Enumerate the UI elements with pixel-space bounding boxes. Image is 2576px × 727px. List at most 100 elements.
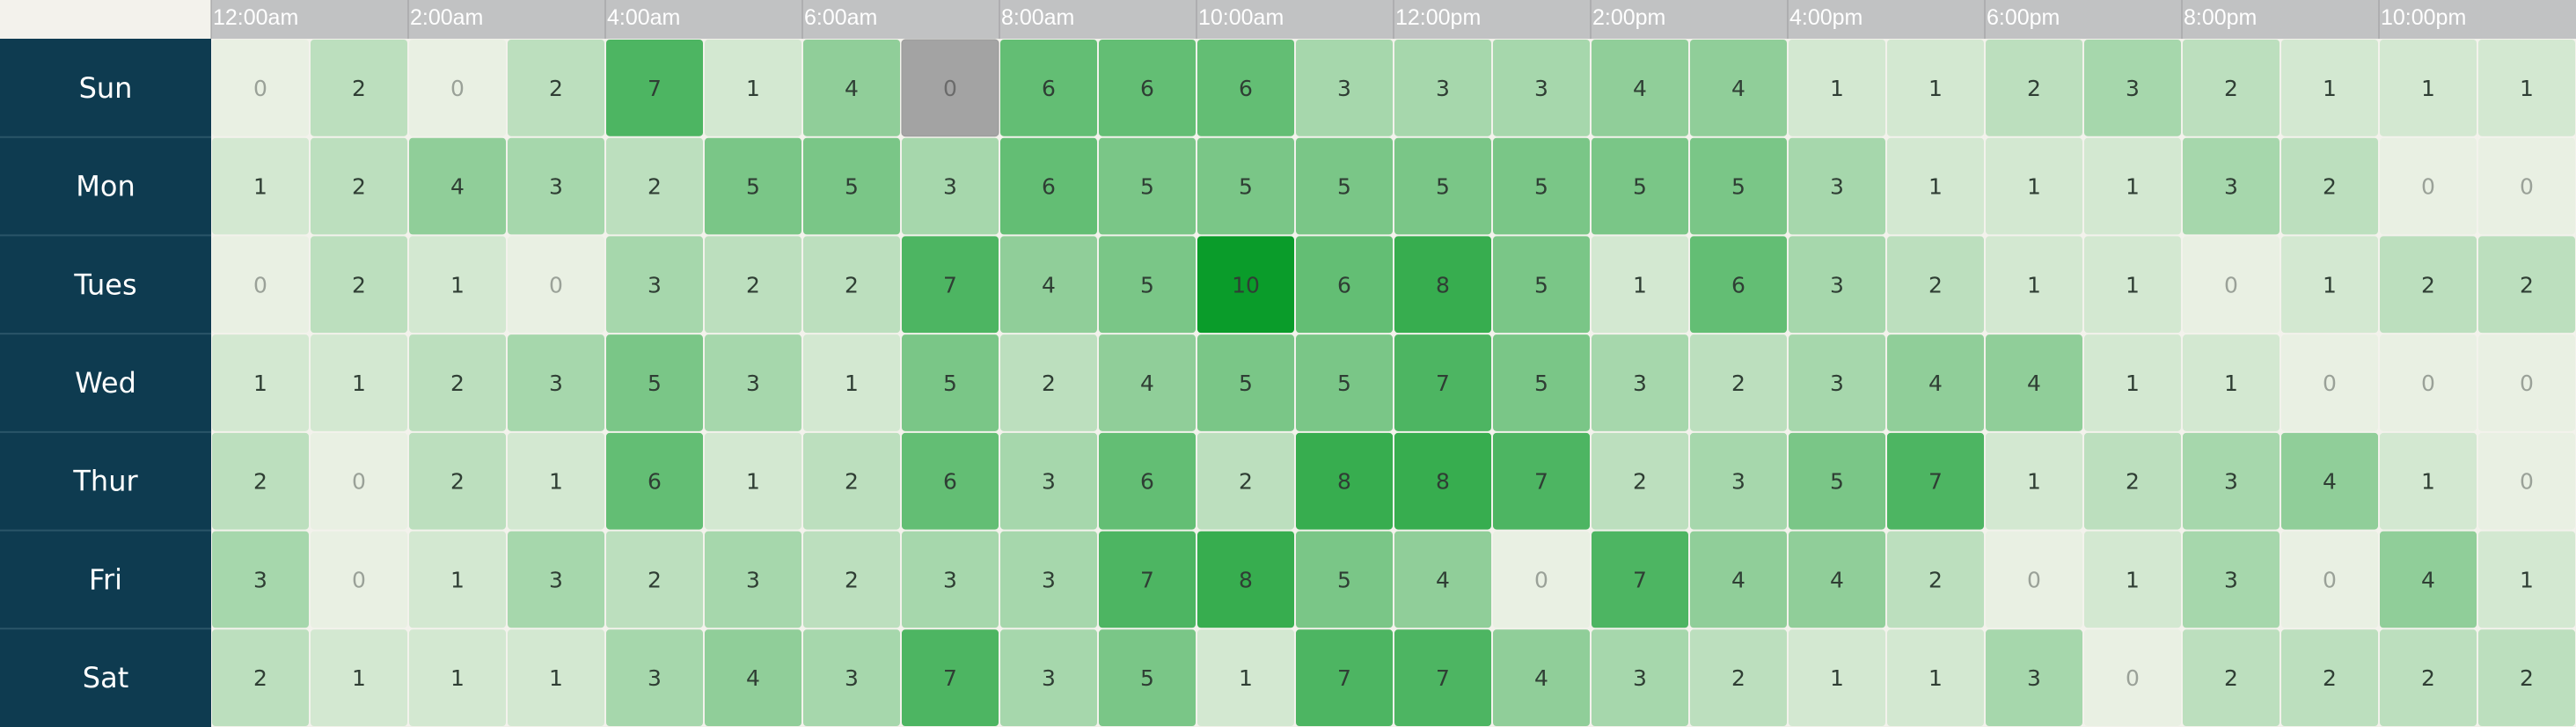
heatmap-cell <box>902 334 999 431</box>
heatmap-cell-value: 1 <box>2027 174 2041 200</box>
heatmap-cell <box>1592 334 1688 431</box>
heatmap-cell <box>1394 236 1491 334</box>
heatmap-cell-value: 1 <box>352 371 366 396</box>
heatmap-cell <box>1986 137 2082 235</box>
heatmap-cell-value: 3 <box>2224 469 2238 495</box>
heatmap-cell-value: 2 <box>746 272 760 297</box>
heatmap-cell-value: 5 <box>1830 469 1844 495</box>
heatmap-cell <box>2478 137 2575 235</box>
heatmap-cell <box>1493 334 1590 431</box>
heatmap-cell <box>1592 40 1688 136</box>
heatmap-cell-value: 0 <box>1534 567 1548 592</box>
heatmap-cell-value: 0 <box>2421 174 2435 200</box>
heatmap-cell <box>2183 40 2280 136</box>
heatmap-cell-value: 2 <box>2421 272 2435 297</box>
hour-axis-labels: 12:00am 2:00am 4:00am 6:00am 8:00am 10:00am 12… <box>210 0 2466 39</box>
hour-tick-label: 10:00pm <box>2381 5 2466 30</box>
heatmap-cell <box>212 432 309 530</box>
heatmap-cell-value: 2 <box>2520 665 2534 691</box>
heatmap-cell-value: 3 <box>2027 665 2041 691</box>
heatmap-cell-value: 3 <box>1731 469 1745 495</box>
heatmap-cell-value: 4 <box>746 665 760 691</box>
heatmap-cell-value: 0 <box>2421 371 2435 396</box>
hour-tick-label: 2:00pm <box>1592 5 1665 30</box>
heatmap-cell-value: 3 <box>1633 665 1647 691</box>
heatmap-cell <box>803 236 900 334</box>
heatmap-cell-value: 10 <box>1232 272 1260 297</box>
heatmap-cell <box>902 137 999 235</box>
heatmap-cell <box>2281 432 2378 530</box>
heatmap-cell <box>705 334 801 431</box>
heatmap-cell-value: 7 <box>1436 665 1450 691</box>
heatmap-cell <box>1887 137 1984 235</box>
heatmap-cell-value: 1 <box>2323 76 2337 101</box>
heatmap-cell-value: 4 <box>1042 272 1056 297</box>
heatmap-cell-value: 2 <box>648 174 662 200</box>
heatmap-cell <box>1493 531 1590 628</box>
heatmap-cell-value: 3 <box>1830 272 1844 297</box>
heatmap-cell-value: 2 <box>1928 567 1943 592</box>
heatmap-cell <box>1887 531 1984 628</box>
heatmap-cell <box>212 40 309 136</box>
heatmap-cell-value: 7 <box>943 272 957 297</box>
heatmap-cell <box>803 629 900 726</box>
heatmap-cell-value: 5 <box>1337 567 1351 592</box>
heatmap-cell <box>1493 40 1590 136</box>
heatmap-cell-value: 5 <box>1534 174 1548 200</box>
heatmap-cell-value: 3 <box>1534 76 1548 101</box>
heatmap-cell <box>606 531 703 628</box>
heatmap-cell <box>2380 432 2477 530</box>
heatmap-cell-value: 5 <box>1633 174 1647 200</box>
heatmap-cell <box>1394 432 1491 530</box>
day-label-sun: Sun <box>79 71 133 105</box>
heatmap-cell-value: 1 <box>2421 469 2435 495</box>
heatmap-cell-value: 0 <box>2323 567 2337 592</box>
heatmap-cell <box>1789 432 1885 530</box>
heatmap-cell <box>508 629 604 726</box>
heatmap-cell <box>705 236 801 334</box>
heatmap-cell-value: 3 <box>943 174 957 200</box>
heatmap-cell <box>1000 432 1097 530</box>
heatmap-cell-value: 5 <box>1337 174 1351 200</box>
heatmap-cell <box>1887 40 1984 136</box>
heatmap-cell-value: 1 <box>253 174 267 200</box>
heatmap-cell <box>1592 236 1688 334</box>
heatmap-cell-value: 3 <box>1042 665 1056 691</box>
heatmap-cell-value: 2 <box>352 174 366 200</box>
day-label-fri: Fri <box>89 562 122 596</box>
heatmap-cell-value: 1 <box>1928 665 1943 691</box>
heatmap-cell <box>705 40 801 136</box>
heatmap-cell-value: 3 <box>2224 174 2238 200</box>
heatmap-cell <box>1394 40 1491 136</box>
heatmap-cell <box>902 236 999 334</box>
heatmap-cell-value: 0 <box>2323 371 2337 396</box>
heatmap-cell <box>1197 137 1294 235</box>
heatmap-cell <box>311 236 407 334</box>
heatmap-cell <box>2084 531 2181 628</box>
heatmap-cell <box>1296 137 1393 235</box>
heatmap-cell <box>1197 236 1294 334</box>
heatmap-cell <box>606 334 703 431</box>
heatmap-cell <box>1592 137 1688 235</box>
day-label-mon: Mon <box>76 170 135 203</box>
heatmap-cell-value: 6 <box>1337 272 1351 297</box>
hour-tick-label: 4:00am <box>607 5 680 30</box>
heatmap-cell-value: 1 <box>1239 665 1253 691</box>
heatmap-cell <box>1493 432 1590 530</box>
heatmap-cell-value: 4 <box>1534 665 1548 691</box>
heatmap-cell-value: 2 <box>1239 469 1253 495</box>
heatmap-cell-value: 1 <box>2421 76 2435 101</box>
heatmap-cell <box>1000 531 1097 628</box>
heatmap-cell-value: 1 <box>746 76 760 101</box>
heatmap-cell <box>409 629 506 726</box>
heatmap-cell <box>1394 629 1491 726</box>
heatmap-cell-value: 5 <box>1239 371 1253 396</box>
day-label-tues: Tues <box>73 268 136 301</box>
heatmap-cell-value: 6 <box>1731 272 1745 297</box>
heatmap-cell <box>1789 236 1885 334</box>
heatmap-cell-value: 2 <box>1928 272 1943 297</box>
heatmap-cell-value: 2 <box>2323 665 2337 691</box>
heatmap-cell-value: 2 <box>648 567 662 592</box>
heatmap-cell-value: 1 <box>549 665 563 691</box>
